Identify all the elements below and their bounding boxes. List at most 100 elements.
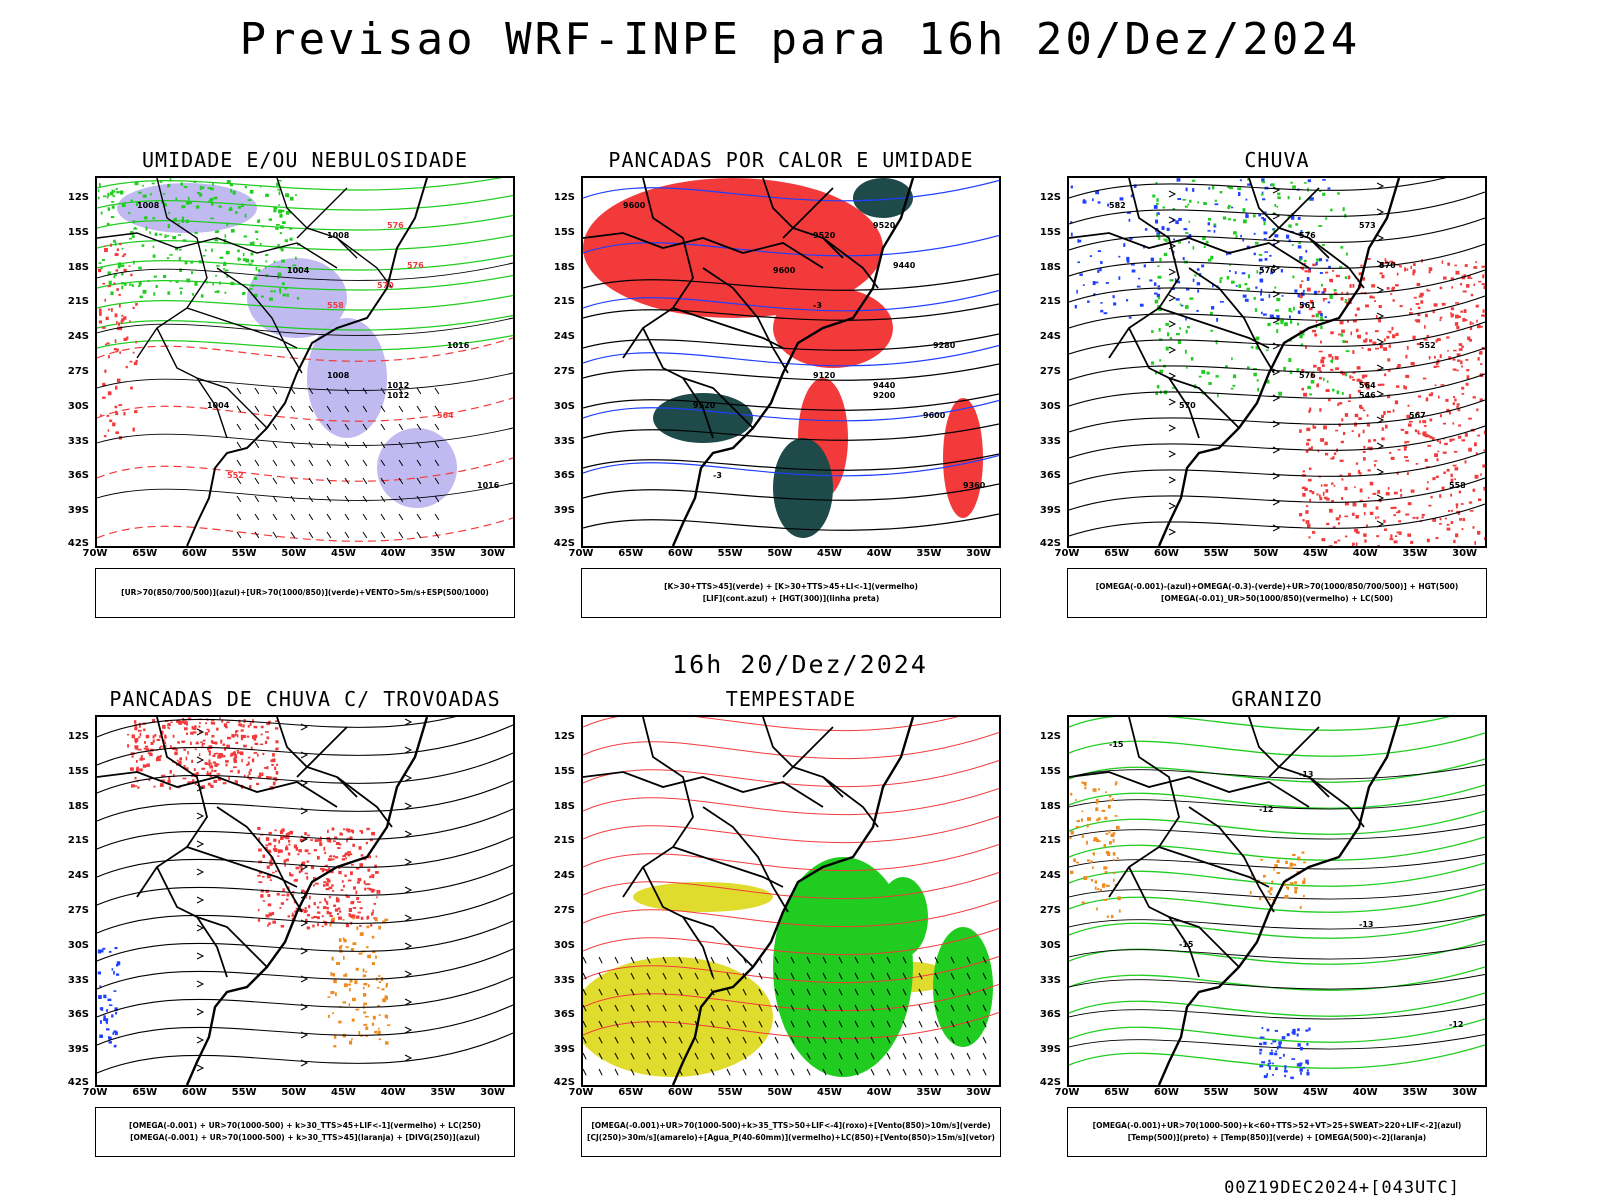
- speckle: [281, 894, 286, 896]
- speckle: [177, 234, 181, 236]
- speckle: [338, 1020, 342, 1024]
- map-canvas: -15 -13 -12 -15 -13 -12: [1067, 715, 1487, 1087]
- speckle: [1230, 387, 1234, 390]
- speckle: [324, 869, 328, 871]
- speckle: [1091, 198, 1094, 202]
- speckle: [1095, 190, 1099, 195]
- speckle: [1274, 234, 1279, 238]
- speckle: [275, 870, 278, 873]
- lat-tick-label: 27S: [553, 366, 575, 377]
- wind-vector: [950, 1020, 955, 1028]
- speckle: [260, 725, 264, 729]
- lon-tick-label: 55W: [717, 1087, 743, 1098]
- speckle: [1096, 840, 1101, 842]
- speckle: [1275, 309, 1279, 312]
- speckle: [192, 292, 194, 296]
- speckle: [1326, 497, 1330, 501]
- speckle: [135, 340, 137, 344]
- speckle: [279, 288, 282, 293]
- speckle: [1422, 420, 1427, 424]
- speckle: [378, 1038, 382, 1041]
- speckle: [177, 222, 180, 225]
- speckle: [237, 249, 240, 253]
- speckle: [1333, 452, 1337, 456]
- speckle: [194, 781, 197, 785]
- speckle: [1322, 179, 1326, 181]
- wind-vector: [790, 1068, 795, 1076]
- wind-vector: [934, 1052, 939, 1060]
- speckle: [1318, 225, 1323, 227]
- speckle: [1338, 514, 1341, 518]
- speckle: [1070, 870, 1074, 874]
- speckle: [1215, 375, 1219, 378]
- speckle: [324, 897, 326, 902]
- wind-vector: [583, 1020, 587, 1028]
- speckle: [158, 758, 161, 762]
- speckle: [1266, 349, 1269, 352]
- speckle: [1301, 280, 1304, 282]
- wind-vector: [308, 477, 314, 485]
- speckle: [334, 992, 337, 997]
- speckle: [1287, 196, 1290, 200]
- wind-vector: [398, 459, 404, 467]
- speckle: [280, 248, 284, 252]
- speckle: [1397, 365, 1401, 368]
- lat-tick-label: 42S: [1039, 538, 1061, 549]
- speckle: [1477, 530, 1481, 535]
- wind-vector: [614, 956, 619, 964]
- speckle: [253, 276, 258, 280]
- speckle: [178, 720, 181, 724]
- speckle: [219, 281, 221, 285]
- speckle: [284, 863, 286, 867]
- speckle: [116, 961, 121, 966]
- speckle: [1463, 274, 1466, 276]
- contour-line: [1069, 966, 1485, 991]
- speckle: [272, 752, 275, 757]
- speckle: [1393, 506, 1397, 509]
- wind-vector: [774, 1036, 779, 1044]
- border-line: [583, 771, 824, 808]
- speckle: [277, 277, 280, 279]
- streamline-arrow: [1272, 290, 1281, 298]
- speckle: [1290, 215, 1295, 220]
- speckle: [1317, 290, 1320, 293]
- speckle: [1393, 514, 1396, 517]
- speckle: [1235, 234, 1238, 238]
- shaded-area: [933, 927, 993, 1047]
- contour-line: [97, 194, 513, 211]
- wind-vector: [934, 1068, 939, 1076]
- contour-line: [583, 1012, 999, 1040]
- speckle: [167, 291, 171, 295]
- wind-vector: [598, 1004, 603, 1012]
- speckle: [1269, 892, 1272, 895]
- speckle: [1461, 365, 1464, 368]
- border-line: [196, 916, 268, 968]
- speckle: [1075, 826, 1080, 829]
- speckle: [125, 365, 128, 369]
- speckle: [267, 903, 272, 907]
- speckle: [100, 211, 103, 215]
- speckle: [270, 759, 275, 763]
- speckle: [329, 839, 332, 843]
- contour-line: [97, 337, 513, 362]
- wind-vector: [886, 1004, 891, 1012]
- speckle: [100, 949, 104, 953]
- speckle: [1366, 386, 1370, 390]
- speckle: [328, 879, 331, 883]
- wind-vector: [790, 972, 795, 980]
- lon-tick-label: 35W: [916, 1087, 942, 1098]
- speckle: [259, 242, 262, 247]
- speckle: [1392, 299, 1395, 302]
- speckle: [327, 1014, 330, 1018]
- contour-line: [97, 314, 513, 331]
- speckle: [1439, 523, 1442, 525]
- speckle: [1302, 303, 1306, 305]
- speckle: [1305, 442, 1310, 446]
- wind-vector: [362, 459, 368, 467]
- speckle: [368, 888, 372, 891]
- lon-tick-label: 50W: [1253, 548, 1279, 559]
- speckle: [356, 915, 360, 919]
- speckle: [134, 726, 138, 731]
- speckle: [385, 1041, 389, 1045]
- speckle: [214, 741, 218, 745]
